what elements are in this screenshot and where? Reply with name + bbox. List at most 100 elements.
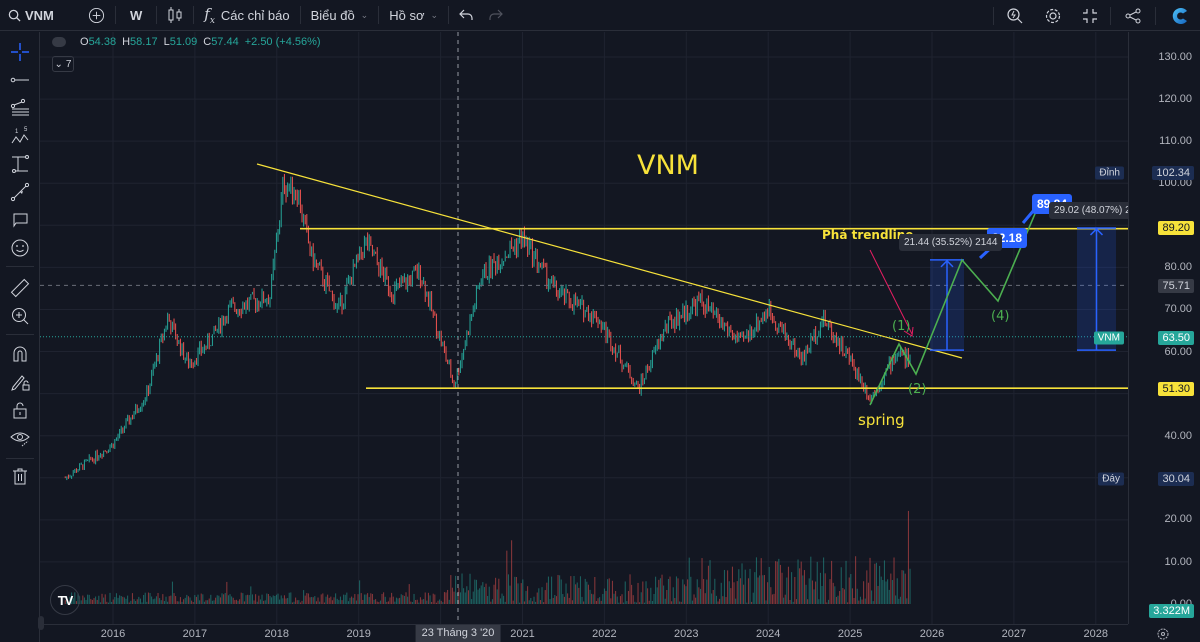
chevron-down-icon: ⌄ (430, 9, 439, 20)
hide-drawings-tool[interactable] (8, 426, 32, 450)
trend-line-tool[interactable] (8, 68, 32, 92)
pencil-lock-icon (11, 375, 30, 391)
chart-style-button[interactable] (159, 0, 191, 31)
redo-button[interactable] (481, 0, 511, 31)
magnet-tool[interactable] (8, 342, 32, 366)
time-tick: 2028 (1083, 628, 1109, 640)
divider (6, 458, 34, 459)
crosshair-price-tag: 75.71 (1158, 279, 1194, 293)
projection-tool[interactable] (8, 152, 32, 176)
axis-settings-button[interactable] (1156, 627, 1170, 641)
candle-style-icon (168, 7, 182, 23)
crosshair-tool[interactable] (8, 40, 32, 64)
chart-title-annotation[interactable]: VNM (637, 150, 699, 181)
undo-button[interactable] (451, 0, 481, 31)
symbol-search[interactable]: VNM (0, 0, 80, 31)
zoom-in-tool[interactable] (8, 304, 32, 328)
indicators-collapse-button[interactable]: ⌄ 7 (52, 56, 74, 72)
price-axis[interactable]: 130.00 120.00 110.00 100.00 80.00 70.00 60.00 4… (1093, 32, 1200, 624)
indicators-label: Các chỉ báo (220, 7, 290, 23)
ath-label: Đỉnh (1095, 166, 1124, 180)
chart-pane[interactable]: VNM Phá trendline spring (1) (2) (4) 82.… (40, 32, 1128, 624)
time-tick: 2016 (100, 628, 126, 640)
ruler-tool[interactable] (8, 276, 32, 300)
spring-annotation[interactable]: spring (858, 411, 905, 429)
settings-button[interactable] (1034, 0, 1072, 31)
trash-icon (13, 468, 27, 485)
scroll-left-button[interactable] (38, 616, 44, 630)
fx-icon: fx (204, 4, 215, 26)
break-trendline-annotation[interactable]: Phá trendline (822, 228, 914, 242)
lock-all-tool[interactable] (8, 398, 32, 422)
indicators-button[interactable]: fx Các chỉ báo (196, 0, 297, 31)
fullscreen-button[interactable] (1072, 0, 1108, 31)
wave-4-label[interactable]: (4) (991, 309, 1010, 324)
profile-menu-label: Hồ sơ (389, 7, 425, 23)
chart-menu-button[interactable]: Biểu đồ ⌄ (303, 0, 377, 31)
divider (993, 6, 994, 25)
quick-search-button[interactable] (996, 0, 1034, 31)
crosshair-time-label: 23 Tháng 3 '20 (415, 625, 501, 642)
time-tick: 2017 (182, 628, 208, 640)
crosshair-icon (11, 43, 29, 61)
volume-bars (64, 510, 911, 604)
quick-search-icon (1007, 7, 1023, 23)
wave-2-label[interactable]: (2) (908, 382, 927, 397)
interval-label: W (130, 7, 143, 23)
time-tick: 2024 (755, 628, 781, 640)
break-arrow (869, 249, 913, 335)
high-value: 58.17 (130, 36, 158, 48)
open-value: 54.38 (88, 36, 117, 48)
change-value: +2.50 (+4.56%) (244, 36, 321, 48)
legend-toggle-icon[interactable] (52, 37, 66, 47)
time-tick: 2022 (592, 628, 617, 640)
share-icon (1125, 8, 1141, 23)
candles (64, 173, 911, 481)
ath-price-tag: 102.34 (1152, 166, 1194, 180)
time-axis[interactable]: 2016 2017 2018 2019 2021 2022 2023 2024 2025 2026… (40, 624, 1128, 642)
settings-icon (1045, 8, 1061, 23)
share-button[interactable] (1113, 0, 1153, 31)
zoom-in-icon (12, 308, 29, 325)
resistance-price-tag: 89.20 (1158, 221, 1194, 235)
svg-text:1: 1 (15, 129, 19, 135)
divider (156, 6, 158, 24)
divider (193, 6, 195, 24)
brush-tool[interactable] (8, 180, 32, 204)
support-price-tag: 51.30 (1158, 382, 1194, 396)
high-key: H (122, 36, 131, 48)
undo-icon (459, 9, 473, 20)
fib-retracement-icon (10, 98, 29, 116)
compare-symbol-button[interactable] (80, 0, 113, 31)
interval-button[interactable]: W (118, 0, 154, 31)
tradingview-watermark[interactable]: TV (50, 585, 80, 615)
svg-text:5: 5 (24, 127, 28, 133)
divider (115, 6, 116, 24)
divider (1155, 6, 1156, 25)
lock-drawings-tool[interactable] (8, 370, 32, 394)
app-logo[interactable] (1158, 0, 1200, 31)
wave-1-label[interactable]: (1) (892, 319, 911, 334)
emoji-tool[interactable] (8, 236, 32, 260)
price-chart[interactable] (40, 32, 1128, 624)
measure-2-label: 29.02 (48.07%) 2902 (1049, 202, 1128, 219)
fullscreen-icon (1083, 8, 1097, 23)
price-tick: 120.00 (1158, 93, 1192, 106)
last-price-tag: 63.50 (1158, 331, 1194, 345)
close-key: C (203, 36, 212, 48)
divider (299, 6, 301, 24)
fib-tool[interactable] (8, 96, 32, 120)
divider (448, 6, 450, 24)
divider (6, 266, 34, 267)
text-tool[interactable] (8, 208, 32, 232)
ruler-icon (10, 278, 30, 298)
indicator-count: 7 (65, 58, 72, 70)
lock-icon (13, 402, 27, 419)
price-tick: 70.00 (1164, 303, 1192, 316)
remove-drawings-tool[interactable] (8, 464, 32, 488)
profile-menu-button[interactable]: Hồ sơ ⌄ (381, 0, 446, 31)
volume-tag: 3.322M (1149, 604, 1194, 618)
